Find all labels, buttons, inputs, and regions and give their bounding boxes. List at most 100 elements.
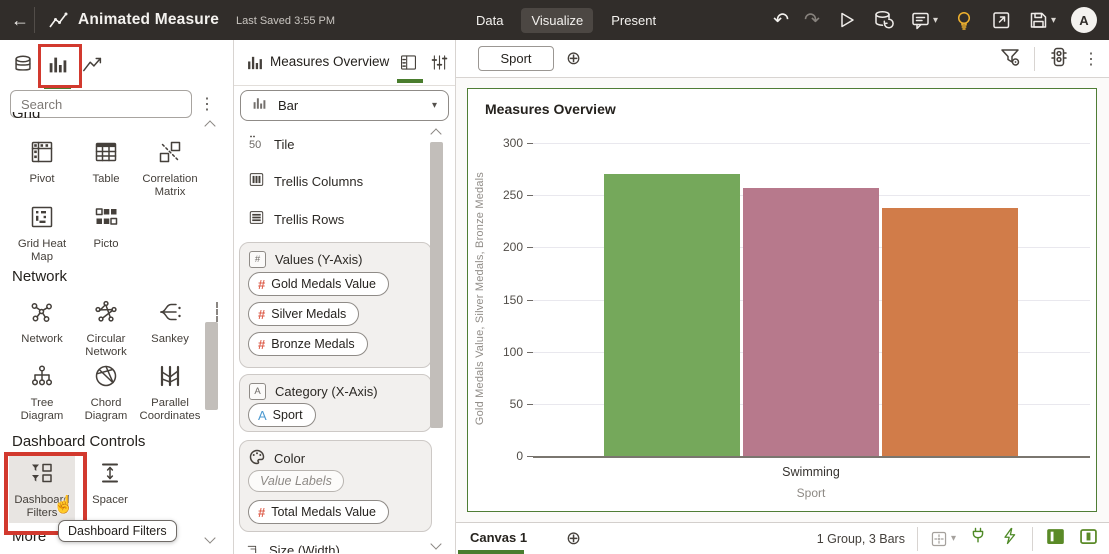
section-network-header: Network bbox=[12, 268, 68, 285]
visualizations-panel-tab[interactable] bbox=[41, 48, 75, 82]
viz-type-picto[interactable]: Picto bbox=[73, 203, 139, 251]
number-icon: # bbox=[258, 306, 266, 322]
viz-type-label: Table bbox=[92, 173, 120, 185]
tab-data[interactable]: Data bbox=[476, 12, 504, 28]
insights-bulb-icon[interactable] bbox=[953, 9, 975, 31]
canvas-tab[interactable]: Canvas 1 bbox=[470, 530, 528, 545]
scroll-down-icon[interactable] bbox=[430, 538, 442, 550]
auto-insights-icon[interactable] bbox=[1048, 46, 1070, 73]
viz-type-parallel-coordinates[interactable]: Parallel Coordinates bbox=[137, 362, 203, 423]
tab-present[interactable]: Present bbox=[611, 12, 657, 28]
analytics-panel-tab[interactable] bbox=[76, 48, 110, 82]
drop-target-label: Trellis Columns bbox=[274, 173, 364, 189]
canvas-menu-kebab-icon[interactable]: ⋮ bbox=[1083, 51, 1099, 68]
run-icon[interactable] bbox=[835, 9, 857, 31]
panel-scrollbar-thumb[interactable] bbox=[205, 322, 218, 410]
y-tick-mark bbox=[527, 143, 533, 144]
viz-type-grid-heat-map[interactable]: Grid Heat Map bbox=[9, 203, 75, 264]
open-window-icon[interactable] bbox=[990, 9, 1012, 31]
header-divider bbox=[34, 7, 35, 33]
save-button[interactable]: ▾ bbox=[1027, 9, 1056, 31]
drop-target-label: Trellis Rows bbox=[274, 211, 345, 227]
add-filter-icon[interactable]: ⊕ bbox=[566, 48, 582, 68]
text-icon: A bbox=[258, 407, 267, 423]
viz-type-network[interactable]: Network bbox=[9, 298, 75, 346]
pill-label: Gold Medals Value bbox=[271, 277, 376, 291]
panel-resize-handle[interactable] bbox=[216, 302, 218, 322]
properties-sliders-icon[interactable] bbox=[430, 53, 449, 77]
viz-type-spacer[interactable]: Spacer bbox=[77, 455, 143, 507]
viz-type-chord-diagram[interactable]: Chord Diagram bbox=[73, 362, 139, 423]
filter-chip-sport[interactable]: Sport bbox=[478, 46, 554, 71]
chart-title: Measures Overview bbox=[485, 101, 616, 117]
y-tick-label: 250 bbox=[502, 188, 523, 203]
grammar-tab-icon[interactable] bbox=[399, 53, 418, 77]
viz-type-correlation-matrix[interactable]: Correlation Matrix bbox=[137, 138, 203, 199]
parallel-coordinates-icon bbox=[157, 362, 183, 390]
pill-gold-medals-value[interactable]: # Gold Medals Value bbox=[248, 272, 389, 296]
tab-visualize[interactable]: Visualize bbox=[521, 7, 594, 33]
pill-label: Total Medals Value bbox=[271, 505, 376, 519]
workbook-logo-icon bbox=[48, 10, 69, 31]
header-actions: ↶ ↷ ▾ ▾ A bbox=[773, 0, 1097, 40]
canvas-area: Sport ⊕ ⋮ Measures Overview Gold Medals … bbox=[456, 40, 1109, 554]
add-canvas-icon[interactable]: ⊕ bbox=[566, 528, 582, 548]
viz-type-label: Spacer bbox=[92, 494, 128, 506]
bar-bronze-medals[interactable] bbox=[882, 207, 1018, 456]
bar-silver-medals[interactable] bbox=[743, 187, 879, 456]
app-header: ← Animated Measure Last Saved 3:55 PM Da… bbox=[0, 0, 1109, 40]
grammar-scrollbar-thumb[interactable] bbox=[430, 142, 443, 428]
panel-menu-kebab-icon[interactable]: ⋮ bbox=[199, 96, 215, 113]
y-tick-mark bbox=[527, 195, 533, 197]
filter-funnel-icon[interactable] bbox=[999, 46, 1021, 73]
pill-total-medals-value[interactable]: # Total Medals Value bbox=[248, 500, 389, 524]
grid-heat-map-icon bbox=[29, 203, 55, 231]
bar-gold-medals-value[interactable] bbox=[604, 174, 740, 456]
viz-type-table[interactable]: Table bbox=[73, 138, 139, 186]
filter-bar-actions: ⋮ bbox=[999, 40, 1099, 78]
data-refresh-icon[interactable] bbox=[872, 9, 894, 31]
undo-icon[interactable]: ↶ bbox=[773, 9, 790, 31]
back-button[interactable]: ← bbox=[8, 8, 32, 32]
expand-section-icon[interactable] bbox=[204, 532, 216, 544]
section-dashboard-controls-header: Dashboard Controls bbox=[12, 433, 146, 450]
value-labels-placeholder[interactable]: Value Labels bbox=[248, 470, 344, 492]
y-tick-label: 0 bbox=[516, 449, 523, 463]
canvas-layout-icon[interactable]: ▾ bbox=[930, 530, 956, 548]
data-connection-icon[interactable] bbox=[968, 526, 988, 551]
y-tick-label: 300 bbox=[502, 136, 523, 150]
viz-type-circular-network[interactable]: Circular Network bbox=[73, 298, 139, 359]
drop-target-trellis-rows[interactable]: Trellis Rows bbox=[248, 209, 344, 229]
search-input[interactable] bbox=[10, 90, 192, 118]
caret-down-icon: ▾ bbox=[932, 14, 938, 26]
collapse-section-icon[interactable] bbox=[204, 120, 216, 132]
viz-type-label: Chord Diagram bbox=[84, 397, 128, 422]
redo-icon[interactable]: ↷ bbox=[804, 9, 820, 31]
scroll-up-icon[interactable] bbox=[430, 128, 442, 140]
active-grammar-tab-underline bbox=[397, 79, 423, 83]
pill-silver-medals[interactable]: # Silver Medals bbox=[248, 302, 360, 326]
viz-type-tree-diagram[interactable]: Tree Diagram bbox=[9, 362, 75, 423]
caret-down-icon: ▾ bbox=[431, 100, 437, 111]
user-avatar[interactable]: A bbox=[1071, 7, 1097, 33]
canvas-bottom-bar: Canvas 1 ⊕ 1 Group, 3 Bars ▾ bbox=[456, 522, 1109, 554]
chart-card[interactable]: Measures Overview Gold Medals Value, Sil… bbox=[467, 88, 1097, 512]
comments-button[interactable]: ▾ bbox=[909, 9, 938, 31]
viz-type-sankey[interactable]: Sankey bbox=[137, 298, 203, 346]
viz-type-dashboard-filters[interactable]: Dashboard Filters bbox=[9, 455, 75, 523]
y-tick-mark bbox=[527, 247, 533, 249]
data-panel-tab[interactable] bbox=[6, 48, 40, 82]
viz-type-pivot[interactable]: Pivot bbox=[9, 138, 75, 186]
number-icon: # bbox=[258, 336, 266, 352]
pill-sport[interactable]: A Sport bbox=[248, 403, 316, 427]
y-tick-label: 50 bbox=[509, 396, 523, 411]
values-section-header: # Values (Y-Axis) bbox=[249, 251, 431, 268]
drop-target-tile[interactable]: 50 Tile bbox=[248, 134, 294, 154]
toggle-right-panel-icon[interactable] bbox=[1078, 526, 1099, 552]
drop-target-trellis-columns[interactable]: Trellis Columns bbox=[248, 171, 363, 191]
gridline bbox=[533, 456, 1090, 458]
toggle-left-panel-icon[interactable] bbox=[1045, 526, 1066, 552]
viz-type-dropdown[interactable]: Bar ▾ bbox=[240, 90, 449, 121]
pill-bronze-medals[interactable]: # Bronze Medals bbox=[248, 332, 368, 356]
refresh-lightning-icon[interactable] bbox=[1000, 526, 1020, 551]
